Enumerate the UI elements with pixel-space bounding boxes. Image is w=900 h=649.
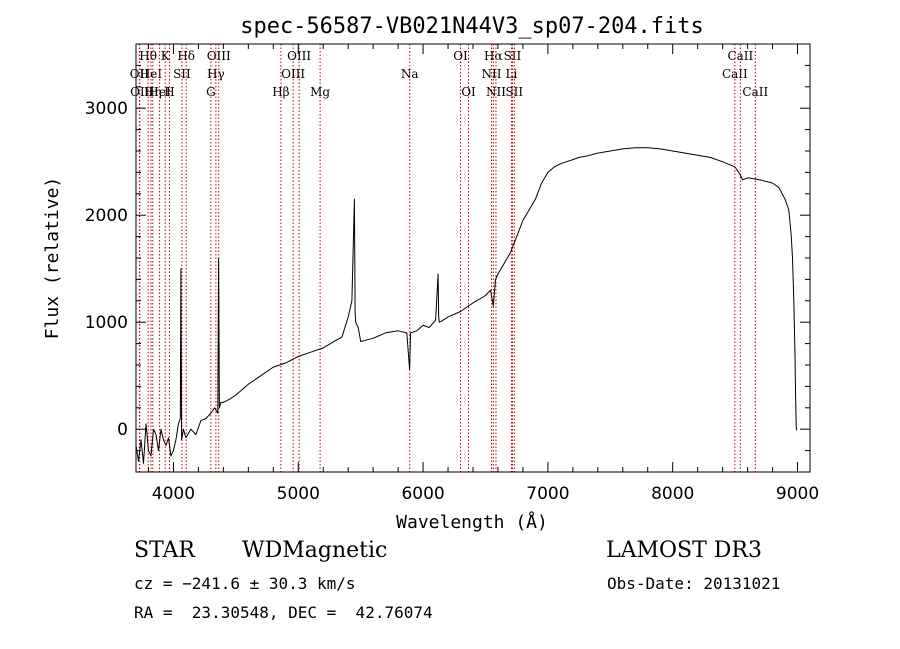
object-subclass: WDMagnetic: [242, 538, 388, 563]
x-tick-label: 8000: [651, 484, 694, 504]
x-tick-label: 9000: [776, 484, 819, 504]
survey-name: LAMOST DR3: [606, 538, 762, 563]
y-tick-label: 2000: [85, 206, 128, 226]
object-class: STAR: [134, 538, 195, 563]
marker-label: Hδ: [177, 49, 195, 63]
x-tick-label: 6000: [401, 484, 444, 504]
marker-label: Mg: [310, 85, 330, 99]
observation-date: Obs-Date: 20131021: [607, 574, 781, 593]
x-tick-label: 7000: [526, 484, 569, 504]
redshift-velocity: cz = −241.6 ± 30.3 km/s: [134, 574, 356, 593]
marker-label: OIII: [287, 49, 311, 63]
marker-label: Li: [506, 67, 518, 81]
spectrum-series: [135, 147, 798, 464]
marker-label: OII: [130, 67, 150, 81]
marker-label: NII: [481, 67, 501, 81]
y-tick-label: 3000: [85, 99, 128, 119]
marker-label: HeI: [148, 85, 171, 99]
marker-label: HeI: [140, 67, 163, 81]
y-tick-label: 1000: [85, 313, 128, 333]
x-tick-label: 5000: [277, 484, 320, 504]
y-axis-label: Flux (relative): [42, 177, 63, 340]
x-tick-label: 4000: [152, 484, 195, 504]
marker-label: OIII: [281, 67, 305, 81]
marker-label: SII: [505, 85, 523, 99]
marker-label: CaII: [742, 85, 768, 99]
marker-label: OIII: [207, 49, 231, 63]
marker-label: Hθ: [139, 49, 157, 63]
marker-label: OI: [461, 85, 476, 99]
marker-label: OI: [453, 49, 468, 63]
spectrum-line: [135, 147, 798, 464]
x-axis-label: Wavelength (Å): [396, 511, 548, 533]
coordinates: RA = 23.30548, DEC = 42.76074: [134, 603, 433, 622]
marker-label: CaII: [722, 67, 748, 81]
axis-ticks: 4000 5000 6000 7000 8000 9000 0 1000 2000 3000: [85, 43, 819, 504]
marker-label: NII: [486, 85, 506, 99]
marker-label: Hβ: [272, 85, 289, 99]
marker-label: SII: [173, 67, 191, 81]
marker-label: OII: [130, 85, 150, 99]
chart-title: spec-56587-VB021N44V3_sp07-204.fits: [240, 14, 704, 39]
spectral-line-markers: HθOIIHeIOIIHηHeIKHSIIHδGHγOIIIHβOIIIOIII…: [130, 44, 768, 472]
marker-label: SII: [504, 49, 522, 63]
marker-label: Hα: [484, 49, 503, 63]
marker-label: CaII: [727, 49, 753, 63]
marker-label: Hγ: [207, 67, 225, 81]
marker-label: G: [206, 85, 216, 99]
plot-frame: [135, 43, 811, 473]
marker-label: H: [164, 85, 174, 99]
marker-label: Na: [401, 67, 419, 81]
marker-label: K: [161, 49, 171, 63]
y-tick-label: 0: [117, 420, 128, 440]
marker-label: Hη: [144, 85, 162, 99]
